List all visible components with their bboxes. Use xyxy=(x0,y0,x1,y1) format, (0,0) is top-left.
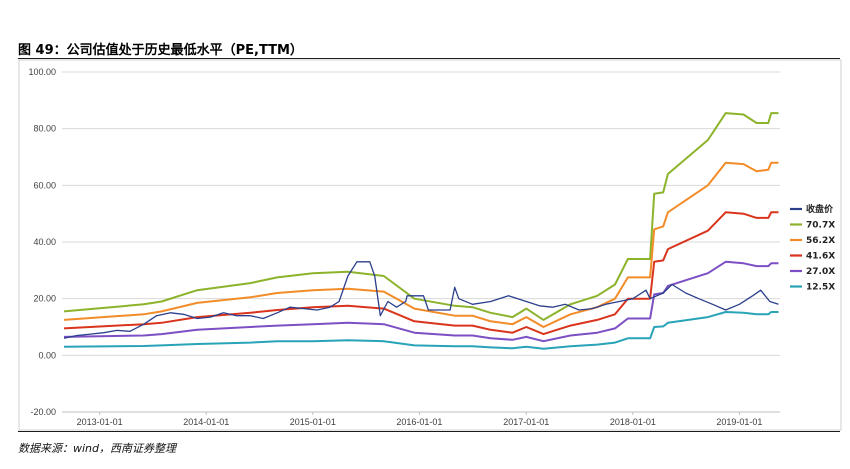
series-line-0 xyxy=(63,261,779,339)
y-tick-label: 0.00 xyxy=(38,350,56,360)
x-tick-label: 2013-01-01 xyxy=(77,417,123,427)
y-tick-label: 80.00 xyxy=(33,124,56,134)
y-tick-label: 100.00 xyxy=(28,67,56,77)
series-line-3 xyxy=(63,211,779,336)
title-rule xyxy=(18,58,840,59)
x-tick-label: 2016-01-01 xyxy=(396,417,442,427)
y-tick-label: 60.00 xyxy=(33,180,56,190)
series-line-1 xyxy=(63,112,779,321)
y-axis-tick-labels: -20.00 0.00 20.00 40.00 60.00 80.00 100.00 xyxy=(28,67,56,417)
data-source-note: 数据来源：wind，西南证券整理 xyxy=(18,442,177,455)
legend-label: 收盘价 xyxy=(806,203,834,215)
x-tick-label: 2014-01-01 xyxy=(183,417,229,427)
legend-label: 70.7X xyxy=(806,221,835,231)
legend-label: 12.5X xyxy=(806,283,835,293)
series-line-2 xyxy=(63,161,779,328)
y-tick-label: -20.00 xyxy=(30,407,56,417)
legend-label: 41.6X xyxy=(806,252,835,262)
x-tick-label: 2017-01-01 xyxy=(503,417,549,427)
x-tick-label: 2019-01-01 xyxy=(716,417,762,427)
chart-frame xyxy=(18,59,842,431)
series-lines xyxy=(63,112,779,350)
legend-label: 56.2X xyxy=(806,236,835,246)
y-tick-label: 40.00 xyxy=(33,237,56,247)
x-tick-label: 2018-01-01 xyxy=(610,417,656,427)
series-line-4 xyxy=(63,260,779,343)
legend: 收盘价 70.7X 56.2X 41.6X 27.0X 12.5X xyxy=(790,203,835,293)
series-line-5 xyxy=(63,311,779,350)
x-tick-label: 2015-01-01 xyxy=(290,417,336,427)
legend-label: 27.0X xyxy=(806,267,835,277)
figure-title: 图 49：公司估值处于历史最低水平（PE,TTM） xyxy=(18,43,303,58)
y-tick-label: 20.00 xyxy=(33,294,56,304)
source-rule xyxy=(18,431,840,432)
x-axis-tick-labels: 2013-01-01 2014-01-01 2015-01-01 2016-01-01… xyxy=(62,411,780,427)
